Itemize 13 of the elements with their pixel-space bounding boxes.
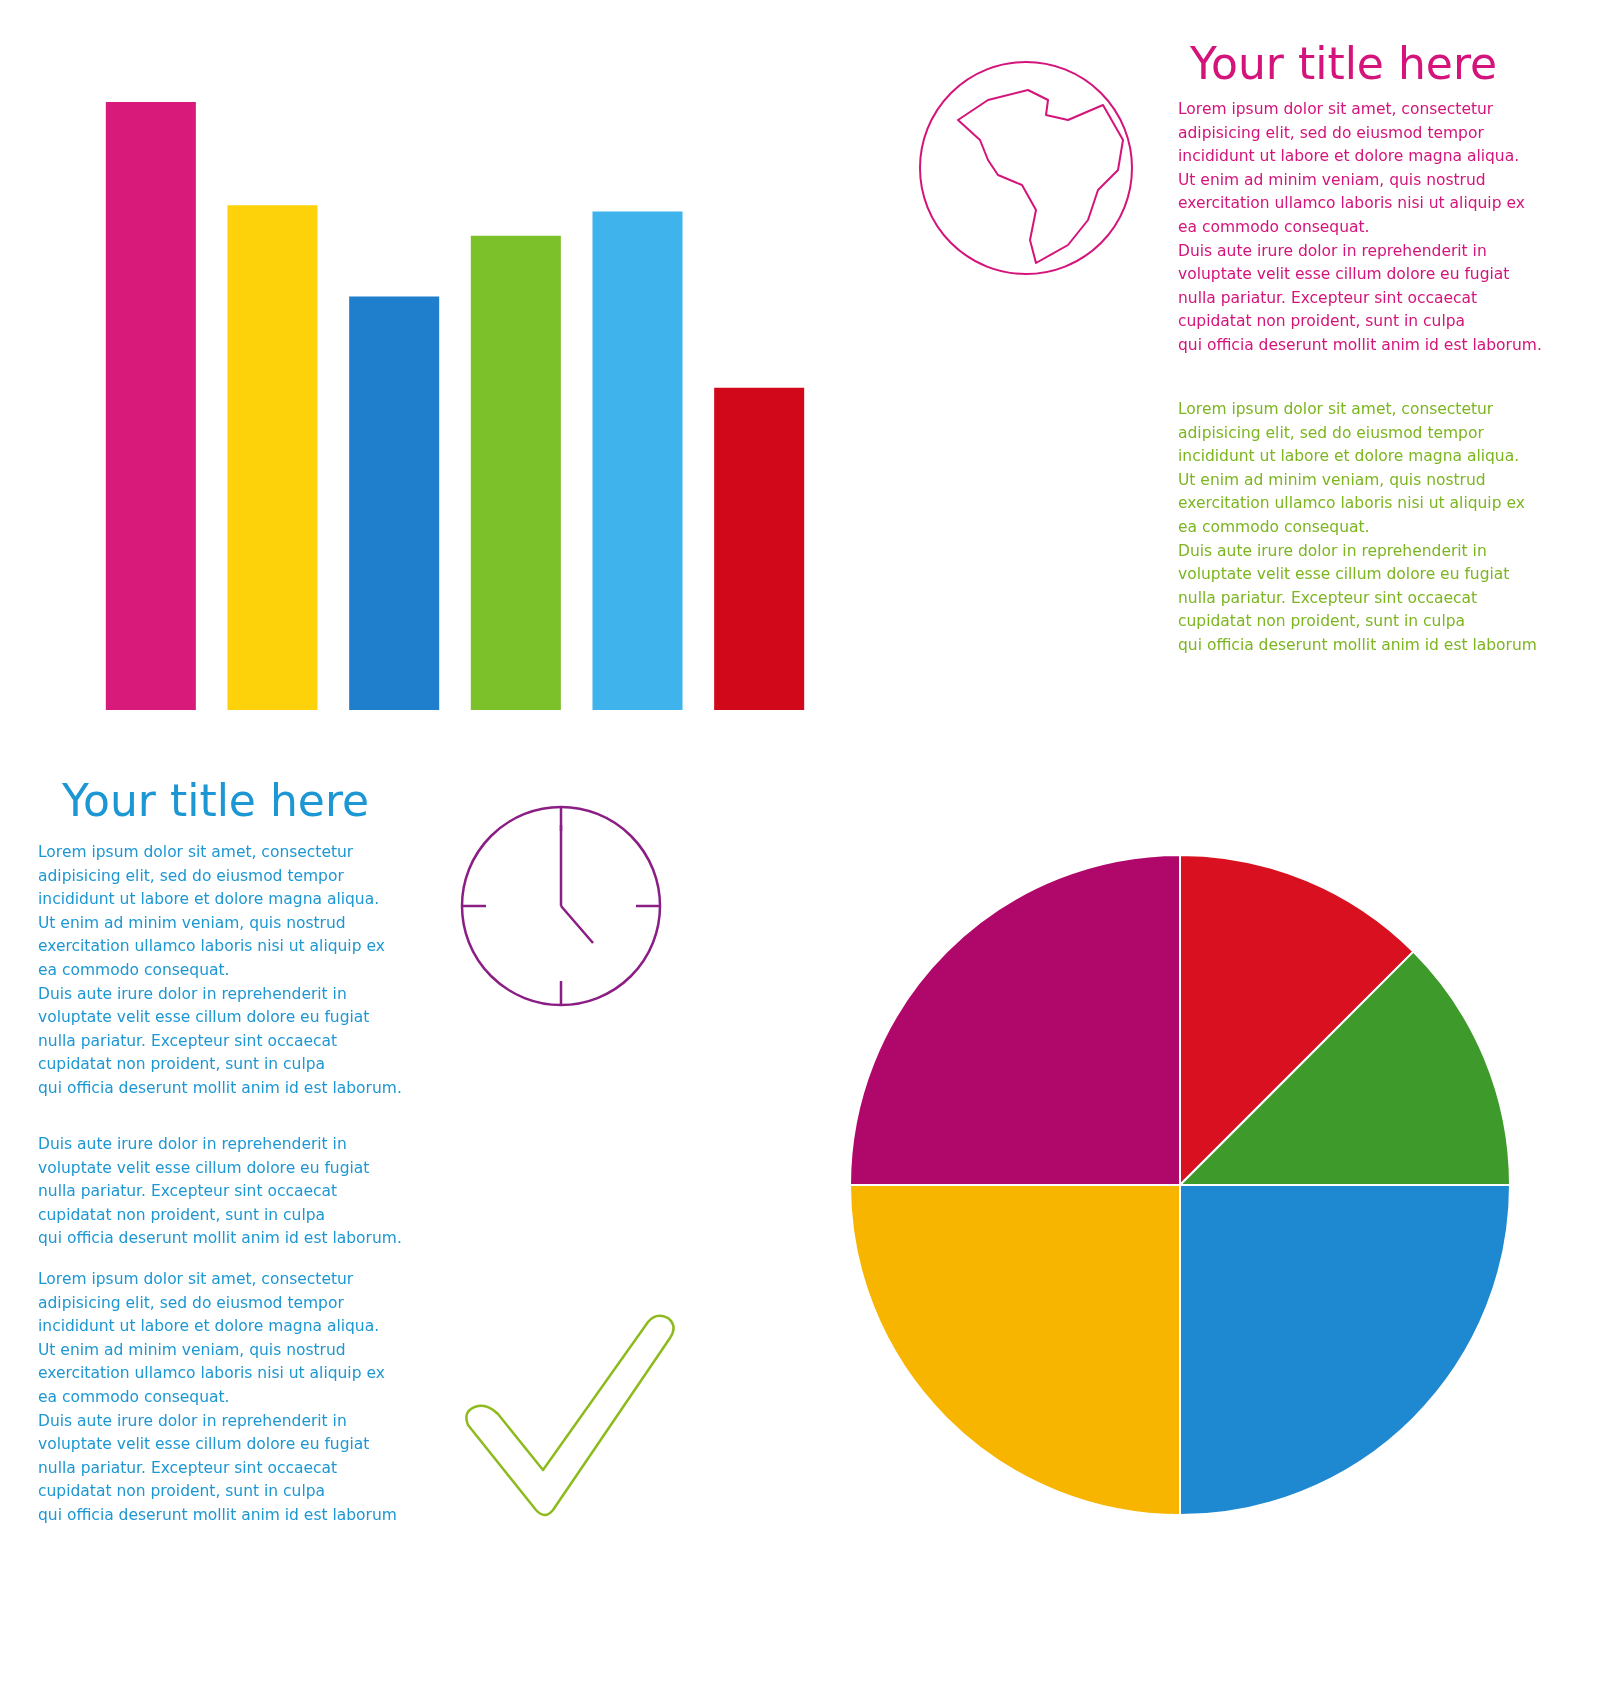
text: Your title here [61,775,371,826]
bar [227,205,318,710]
text: Lorem ipsum dolor sit amet, consectetur adipisicing elit, sed do eiusmod tempor incididunt ut labore et dolore magna aliqua. Ut enim ad minim veniam, quis nostrud exercitation ullamco laboris nisi ut aliquip ex ea commodo consequat. Duis aute irure dolor in reprehenderit in voluptate velit esse cillum dolore eu fugiat nulla pariatur. Excepteur sint occaecat cupidatat non proident, sunt in culpa qui officia deserunt mollit anim id est laborum. [1178,100,1542,354]
text: Duis aute irure dolor in reprehenderit in voluptate velit esse cillum dolore eu fugiat nulla pariatur. Excepteur sint occaecat cupidatat non proident, sunt in culpa qui officia deserunt mollit anim id est laborum. [38,1134,402,1250]
bar [105,102,196,710]
bar [714,387,805,710]
text: Lorem ipsum dolor sit amet, consectetur adipisicing elit, sed do eiusmod tempor incididunt ut labore et dolore magna aliqua. Ut enim ad minim veniam, quis nostrud exercitation ullamco laboris nisi ut aliquip ex ea commodo consequat. Duis aute irure dolor in reprehenderit in voluptate velit esse cillum dolore eu fugiat nulla pariatur. Excepteur sint occaecat cupidatat non proident, sunt in culpa qui officia deserunt mollit anim id est laborum. [38,843,402,1097]
text: Lorem ipsum dolor sit amet, consectetur adipisicing elit, sed do eiusmod tempor incididunt ut labore et dolore magna aliqua. Ut enim ad minim veniam, quis nostrud exercitation ullamco laboris nisi ut aliquip ex ea commodo consequat. Duis aute irure dolor in reprehenderit in voluptate velit esse cillum dolore eu fugiat nulla pariatur. Excepteur sint occaecat cupidatat non proident, sunt in culpa qui officia deserunt mollit anim id est laborum [1178,400,1537,654]
bar [592,211,683,710]
text: Your title here [1190,38,1498,89]
text: Lorem ipsum dolor sit amet, consectetur adipisicing elit, sed do eiusmod tempor incididunt ut labore et dolore magna aliqua. Ut enim ad minim veniam, quis nostrud exercitation ullamco laboris nisi ut aliquip ex ea commodo consequat. Duis aute irure dolor in reprehenderit in voluptate velit esse cillum dolore eu fugiat nulla pariatur. Excepteur sint occaecat cupidatat non proident, sunt in culpa qui officia deserunt mollit anim id est laborum [38,1270,397,1524]
bar [349,296,440,710]
bar [470,235,561,710]
